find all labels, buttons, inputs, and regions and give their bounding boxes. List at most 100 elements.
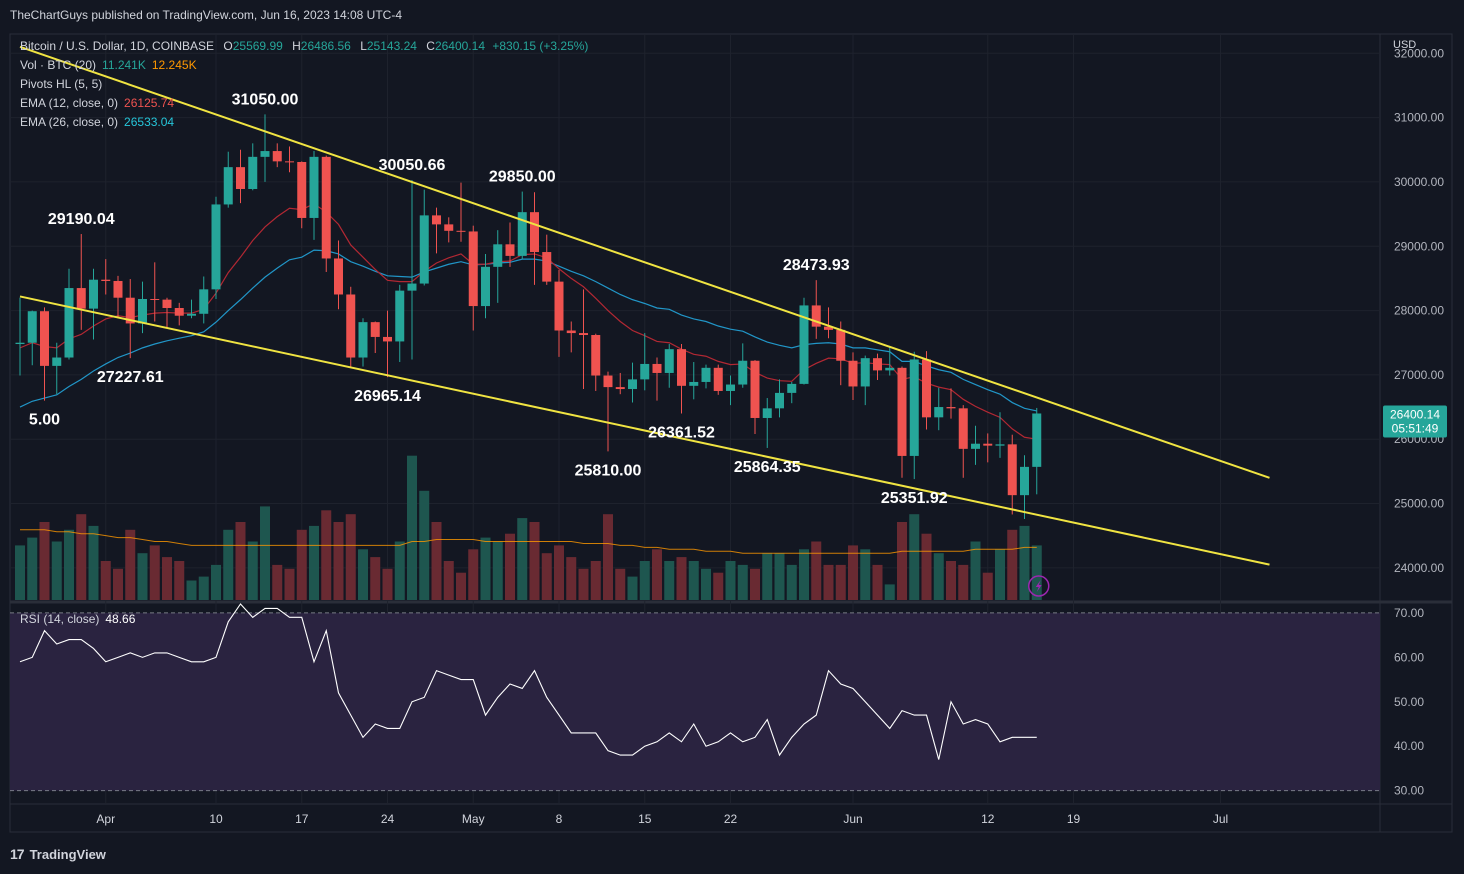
volume-bar bbox=[480, 537, 491, 600]
rsi-legend-label: RSI (14, close) bbox=[20, 612, 100, 626]
volume-bar bbox=[39, 522, 50, 600]
legend-ohlc-value: 26486.56 bbox=[300, 39, 351, 53]
pivot-label: 29850.00 bbox=[489, 169, 556, 186]
volume-ma-line bbox=[20, 529, 1037, 554]
candle-body bbox=[640, 363, 650, 380]
candle-body bbox=[885, 367, 895, 371]
legend-indicator-row: EMA (26, close, 0) 26533.04 bbox=[20, 115, 174, 129]
volume-bar bbox=[407, 455, 417, 600]
volume-bar bbox=[137, 553, 148, 600]
x-tick-label: Apr bbox=[96, 812, 115, 826]
candle-body bbox=[775, 392, 784, 409]
volume-bar bbox=[811, 541, 822, 600]
legend-ohlc-key: C bbox=[422, 39, 435, 53]
volume-bar bbox=[529, 522, 540, 600]
candle-body bbox=[824, 326, 833, 330]
legend-ohlc-key: L bbox=[356, 39, 367, 53]
candle-body bbox=[52, 357, 62, 366]
volume-bar bbox=[664, 561, 675, 600]
candle-body bbox=[628, 379, 637, 390]
candle-body bbox=[370, 322, 380, 337]
legend-indicator-row: Pivots HL (5, 5) bbox=[20, 77, 102, 91]
volume-bar bbox=[358, 549, 368, 600]
candle-body bbox=[652, 363, 662, 373]
volume-bar bbox=[382, 568, 393, 600]
candle-body bbox=[419, 215, 429, 284]
candle-body bbox=[505, 244, 515, 256]
legend-change: +830.15 (+3.25%) bbox=[489, 39, 589, 53]
x-tick-label: May bbox=[462, 812, 485, 826]
legend-indicator-row: EMA (12, close, 0) 26125.74 bbox=[20, 96, 174, 110]
y-tick-label: 29000.00 bbox=[1394, 239, 1444, 253]
pivot-label: 30050.66 bbox=[379, 157, 446, 174]
candle-body bbox=[76, 288, 86, 309]
legend-indicator-value: 26533.04 bbox=[124, 115, 175, 129]
candle-body bbox=[1007, 444, 1017, 496]
volume-bar bbox=[946, 561, 956, 600]
candle-body bbox=[481, 266, 490, 307]
legend-ohlc-key: H bbox=[288, 39, 301, 53]
volume-bar bbox=[725, 561, 736, 600]
volume-bar bbox=[750, 568, 760, 600]
candle-body bbox=[1032, 413, 1042, 467]
pivot-label: 5.00 bbox=[29, 412, 60, 429]
volume-bar bbox=[174, 561, 185, 600]
volume-bar bbox=[590, 561, 601, 600]
candle-body bbox=[468, 231, 478, 307]
candle-body bbox=[321, 156, 331, 259]
y-tick-label: 32000.00 bbox=[1394, 46, 1444, 60]
candle-body bbox=[125, 297, 135, 324]
candle-body bbox=[860, 358, 870, 387]
tradingview-logo-icon: 17 bbox=[10, 846, 25, 862]
volume-bar bbox=[443, 561, 454, 600]
candle-body bbox=[677, 349, 686, 386]
volume-bar bbox=[701, 568, 711, 600]
volume-bar bbox=[603, 514, 613, 600]
candle-body bbox=[799, 305, 809, 384]
volume-bar bbox=[419, 490, 430, 600]
candle-body bbox=[27, 311, 37, 343]
candle-body bbox=[542, 252, 552, 282]
candle-body bbox=[358, 322, 368, 358]
y-tick-label: 25000.00 bbox=[1394, 497, 1444, 511]
volume-bar bbox=[1031, 545, 1042, 600]
candle-body bbox=[909, 359, 919, 456]
volume-bar bbox=[247, 541, 258, 600]
footer[interactable]: 17 TradingView bbox=[10, 846, 106, 862]
volume-bar bbox=[517, 518, 528, 600]
candle-body bbox=[456, 230, 466, 232]
candle-body bbox=[579, 333, 588, 336]
volume-bar bbox=[1007, 529, 1018, 600]
candle-body bbox=[530, 212, 539, 253]
volume-bar bbox=[505, 533, 515, 600]
x-tick-label: 19 bbox=[1067, 812, 1081, 826]
volume-bar bbox=[125, 529, 136, 600]
pivot-label: 31050.00 bbox=[232, 91, 299, 108]
volume-bar bbox=[64, 529, 74, 600]
candle-body bbox=[848, 360, 858, 387]
pivot-label: 25810.00 bbox=[575, 462, 642, 479]
volume-bar bbox=[799, 549, 809, 600]
x-tick-label: 22 bbox=[724, 812, 738, 826]
legend-ohlc-value: 26400.14 bbox=[434, 39, 485, 53]
volume-bar bbox=[1019, 525, 1030, 600]
volume-bar bbox=[284, 568, 295, 600]
x-tick-label: Jun bbox=[843, 812, 862, 826]
lightning-icon bbox=[1028, 575, 1050, 597]
volume-bar bbox=[897, 522, 907, 600]
volume-bar bbox=[186, 580, 197, 600]
volume-bar bbox=[223, 529, 234, 600]
candle-body bbox=[591, 335, 601, 376]
candle-body bbox=[493, 244, 503, 267]
volume-bar bbox=[554, 545, 564, 600]
volume-bar bbox=[345, 514, 356, 600]
pivot-label: 27227.61 bbox=[97, 369, 164, 386]
candle-body bbox=[40, 311, 49, 366]
candle-body bbox=[1020, 466, 1029, 496]
legend-indicator-label: Vol · BTC (20) bbox=[20, 58, 97, 72]
volume-bar bbox=[982, 572, 993, 600]
volume-bar bbox=[296, 529, 307, 600]
candle-body bbox=[309, 156, 319, 218]
candle-body bbox=[236, 167, 245, 190]
